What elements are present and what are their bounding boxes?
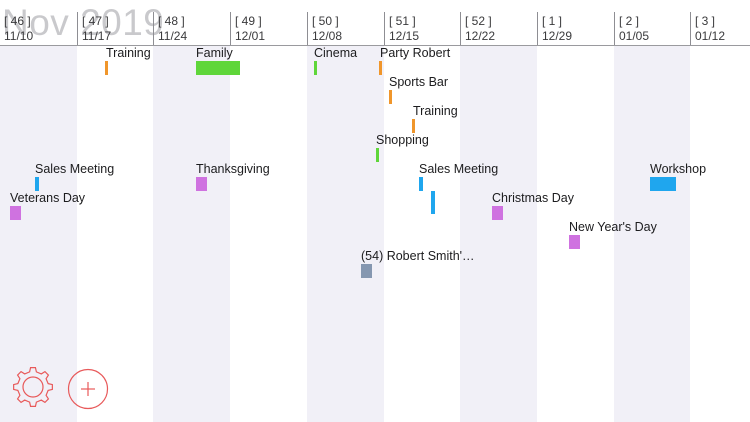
event-bar[interactable] <box>376 148 379 162</box>
add-event-button[interactable] <box>67 368 109 410</box>
event-bar[interactable] <box>10 206 21 220</box>
week-number: [ 48 ] <box>158 14 185 28</box>
event-label[interactable]: Shopping <box>376 133 429 147</box>
week-number: [ 46 ] <box>4 14 31 28</box>
week-start-date: 01/05 <box>619 29 650 43</box>
week-start-date: 01/12 <box>695 29 726 43</box>
week-stripe <box>614 46 690 422</box>
event-bar[interactable] <box>379 61 382 75</box>
week-column-header[interactable]: [ 1 ] 12/29 <box>537 12 615 45</box>
week-stripe <box>0 46 77 422</box>
week-start-date: 12/22 <box>465 29 496 43</box>
week-column-header[interactable]: [ 46 ] 11/10 <box>0 12 77 45</box>
week-stripe <box>690 46 750 422</box>
event-bar[interactable] <box>314 61 317 75</box>
event-bar[interactable] <box>431 191 435 214</box>
week-number: [ 2 ] <box>619 14 640 28</box>
event-label[interactable]: Christmas Day <box>492 191 574 205</box>
week-number: [ 47 ] <box>82 14 109 28</box>
week-number: [ 50 ] <box>312 14 339 28</box>
week-start-date: 12/08 <box>312 29 343 43</box>
event-bar[interactable] <box>196 177 207 191</box>
event-label[interactable]: New Year's Day <box>569 220 657 234</box>
event-label[interactable]: Sales Meeting <box>419 162 499 176</box>
event-bar[interactable] <box>389 90 392 104</box>
week-column-header[interactable]: [ 48 ] 11/24 <box>153 12 231 45</box>
event-bar[interactable] <box>361 264 372 278</box>
week-stripe <box>460 46 537 422</box>
week-column-header[interactable]: [ 2 ] 01/05 <box>614 12 692 45</box>
week-header: Nov 2019 [ 46 ] 11/10[ 47 ] 11/17[ 48 ] 11/… <box>0 0 750 46</box>
plus-icon <box>67 368 109 410</box>
event-label[interactable]: Workshop <box>650 162 707 176</box>
week-number: [ 51 ] <box>389 14 416 28</box>
event-bar[interactable] <box>492 206 503 220</box>
event-bar[interactable] <box>419 177 423 191</box>
event-label[interactable]: Sales Meeting <box>35 162 115 176</box>
gear-icon <box>13 367 53 407</box>
week-number: [ 52 ] <box>465 14 492 28</box>
week-start-date: 11/10 <box>4 29 34 43</box>
event-label[interactable]: Training <box>413 104 458 118</box>
event-bar[interactable] <box>569 235 580 249</box>
week-column-header[interactable]: [ 47 ] 11/17 <box>77 12 155 45</box>
week-stripe <box>153 46 230 422</box>
week-column-header[interactable]: [ 3 ] 01/12 <box>690 12 750 45</box>
event-bar[interactable] <box>196 61 240 75</box>
settings-button[interactable] <box>12 366 54 408</box>
event-label[interactable]: Veterans Day <box>10 191 86 205</box>
week-number: [ 49 ] <box>235 14 262 28</box>
week-column-header[interactable]: [ 52 ] 12/22 <box>460 12 538 45</box>
event-label[interactable]: Sports Bar <box>389 75 449 89</box>
event-label[interactable]: Cinema <box>314 46 358 60</box>
week-start-date: 12/01 <box>235 29 266 43</box>
event-bar[interactable] <box>35 177 39 191</box>
week-column-header[interactable]: [ 51 ] 12/15 <box>384 12 462 45</box>
week-number: [ 1 ] <box>542 14 563 28</box>
week-number: [ 3 ] <box>695 14 716 28</box>
event-label[interactable]: Training <box>106 46 151 60</box>
event-label[interactable]: Family <box>196 46 233 60</box>
week-stripe <box>77 46 153 422</box>
week-start-date: 12/29 <box>542 29 573 43</box>
week-column-header[interactable]: [ 49 ] 12/01 <box>230 12 308 45</box>
week-start-date: 11/17 <box>82 29 112 43</box>
event-bar[interactable] <box>105 61 108 75</box>
event-bar[interactable] <box>412 119 415 133</box>
event-bar[interactable] <box>650 177 676 191</box>
week-start-date: 12/15 <box>389 29 420 43</box>
event-label[interactable]: Thanksgiving <box>196 162 270 176</box>
week-stripe <box>230 46 307 422</box>
week-column-header[interactable]: [ 50 ] 12/08 <box>307 12 385 45</box>
week-stripe <box>307 46 384 422</box>
week-start-date: 11/24 <box>158 29 188 43</box>
week-stripe <box>384 46 460 422</box>
month-watermark: Nov 2019 <box>2 2 165 43</box>
event-label[interactable]: (54) Robert Smith'… <box>361 249 475 263</box>
event-label[interactable]: Party Robert <box>380 46 451 60</box>
